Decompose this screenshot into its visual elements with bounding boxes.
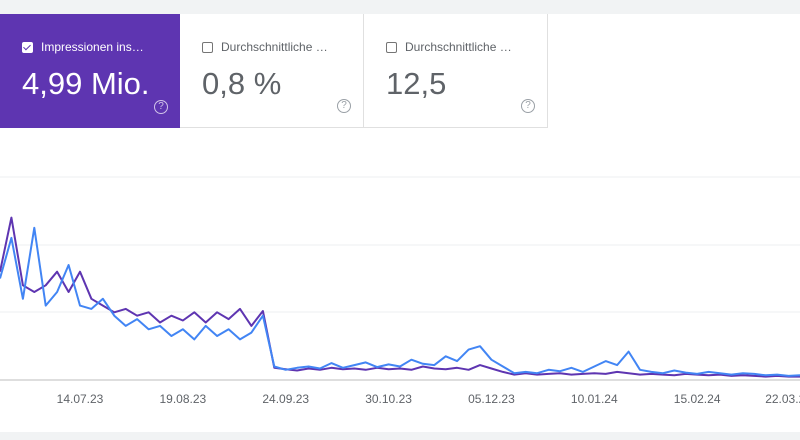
metric-card[interactable]: Durchschnittliche … 0,8 % ? [180,14,364,128]
checkbox[interactable] [386,41,397,53]
x-tick-label: 22.03.24 [765,392,800,406]
top-bar [0,0,800,14]
bottom-bar [0,432,800,440]
metric-card[interactable]: Impressionen ins… 4,99 Mio. ? [0,14,180,128]
card-header: Durchschnittliche … [386,40,512,54]
help-icon[interactable]: ? [521,99,535,113]
checkbox[interactable] [22,41,33,53]
help-icon[interactable]: ? [154,100,168,114]
series-line [0,226,800,377]
card-label: Durchschnittliche … [221,40,328,54]
card-header: Durchschnittliche … [202,40,328,54]
card-label: Durchschnittliche … [405,40,512,54]
x-tick-label: 19.08.23 [159,392,206,406]
card-value: 12,5 [386,66,447,101]
card-value: 0,8 % [202,66,282,101]
x-tick-label: 30.10.23 [365,392,412,406]
series-line [0,216,800,378]
card-label: Impressionen ins… [41,40,144,54]
x-tick-label: 15.02.24 [674,392,721,406]
checkbox[interactable] [202,41,213,53]
x-tick-label: 14.07.23 [57,392,104,406]
x-tick-label: 05.12.23 [468,392,515,406]
card-header: Impressionen ins… [22,40,144,54]
help-icon[interactable]: ? [337,99,351,113]
metric-card[interactable]: Durchschnittliche … 12,5 ? [364,14,548,128]
card-value: 4,99 Mio. [22,66,150,101]
x-tick-label: 24.09.23 [262,392,309,406]
chart: 14.07.23 19.08.23 24.09.23 30.10.23 05.12.23… [0,176,800,406]
x-tick-label: 10.01.24 [571,392,618,406]
